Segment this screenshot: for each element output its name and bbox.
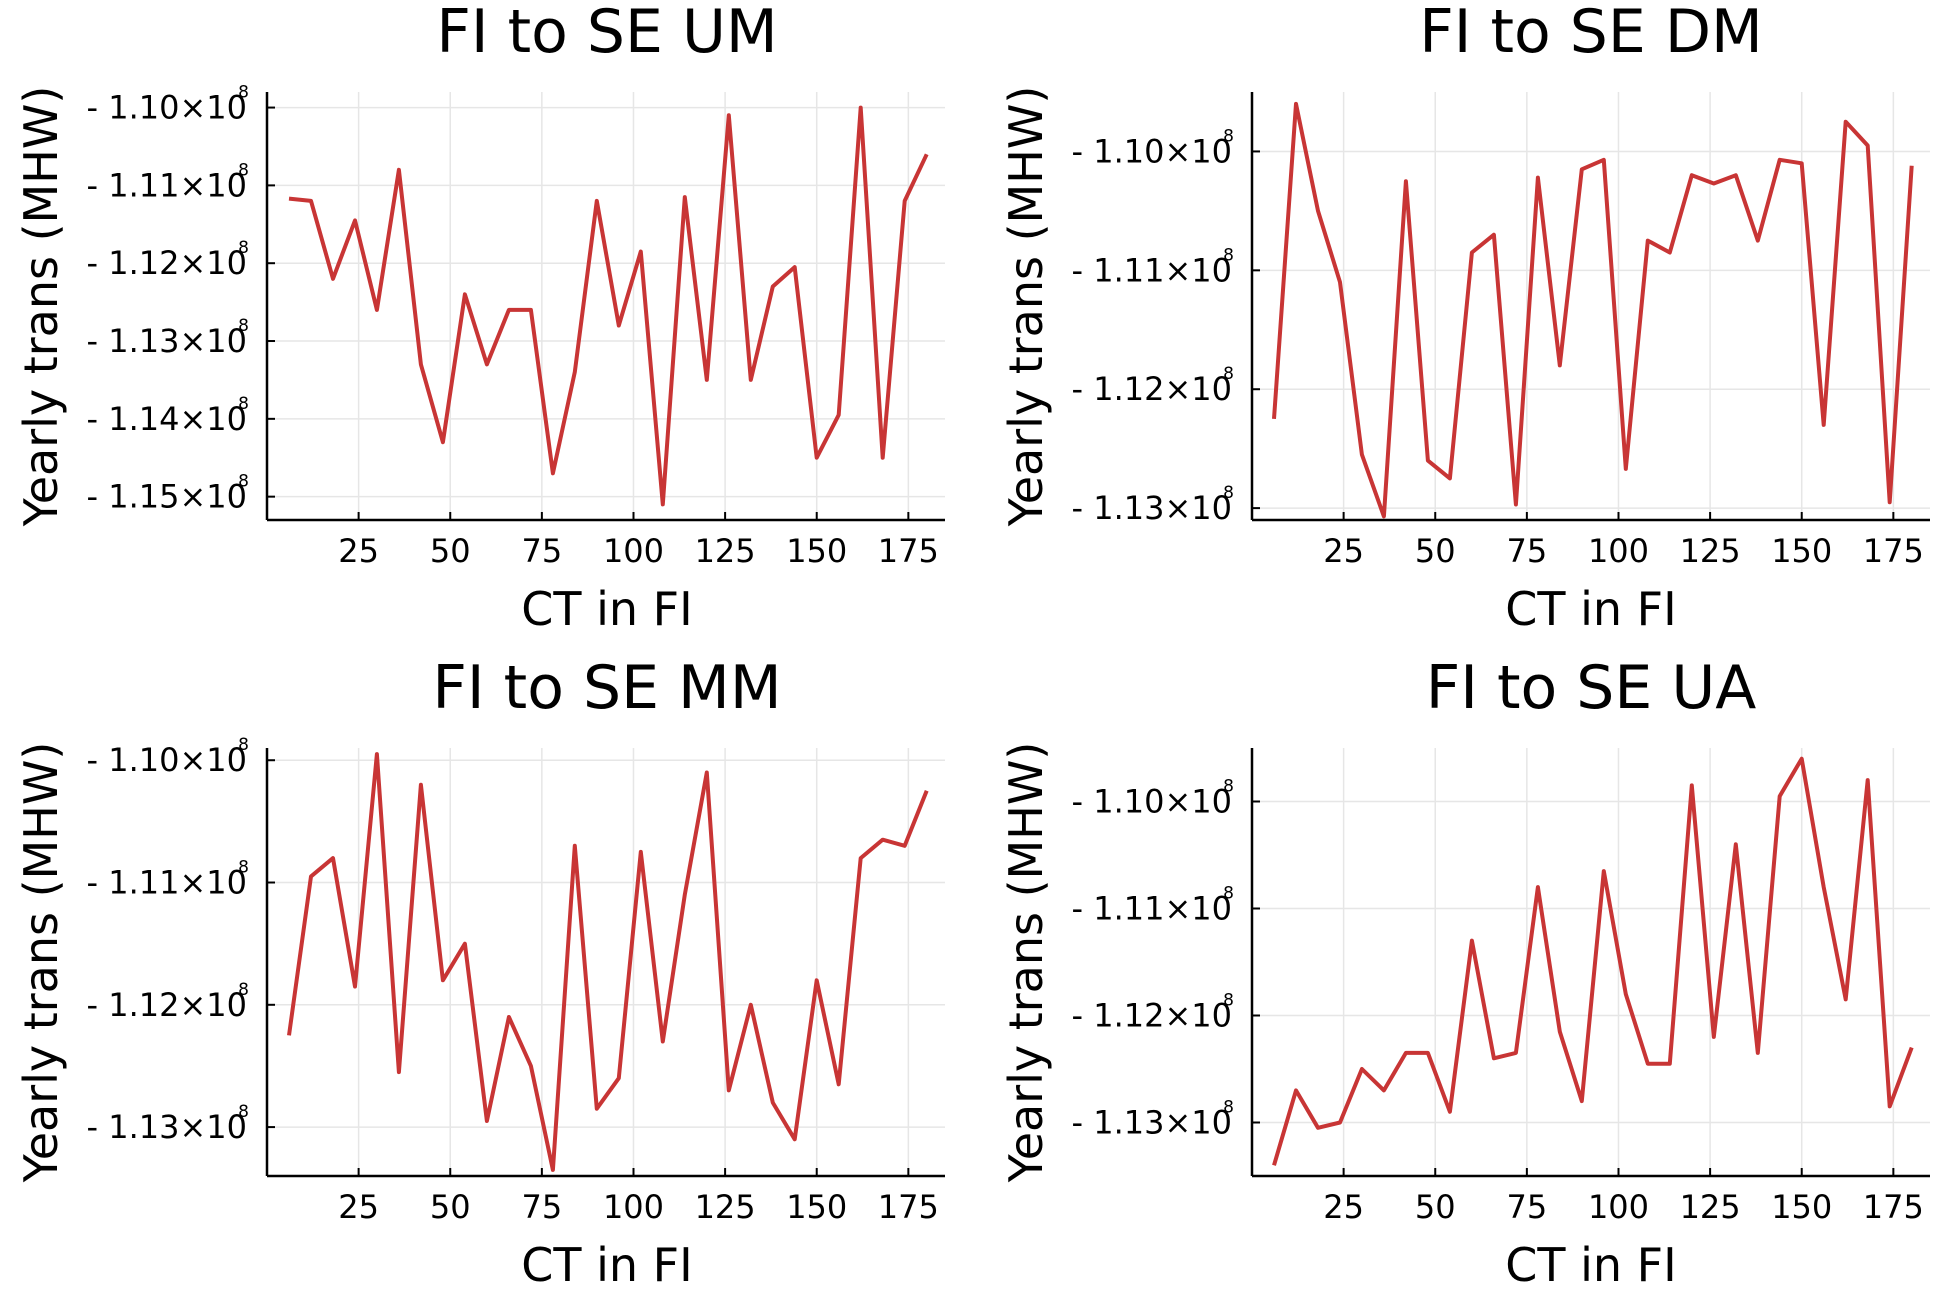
- series-line: [1272, 101, 1914, 519]
- y-tick-label: - 1.15×10: [87, 478, 248, 516]
- y-axis-label: Yearly trans (MHW): [14, 742, 68, 1184]
- y-tick-exponent: 8: [238, 1102, 249, 1122]
- y-axis-label: Yearly trans (MHW): [999, 86, 1053, 528]
- x-tick-label: 175: [878, 532, 939, 570]
- x-tick-label: 50: [430, 532, 471, 570]
- y-tick-label: - 1.10×10: [1072, 783, 1233, 821]
- x-tick-label: 75: [1507, 532, 1548, 570]
- y-tick-label: - 1.11×10: [87, 864, 248, 902]
- x-tick-label: 125: [1680, 532, 1741, 570]
- x-tick-label: 100: [1588, 532, 1649, 570]
- panel-title: FI to SE UA: [1426, 653, 1757, 723]
- panel-fi-to-se-ua: FI to SE UA CT in FI Yearly trans (MHW) …: [999, 653, 1930, 1292]
- x-tick-label: 125: [695, 1188, 756, 1226]
- x-tick-label: 75: [1507, 1188, 1548, 1226]
- x-tick-label: 175: [1863, 532, 1924, 570]
- panel-fi-to-se-mm: FI to SE MM CT in FI Yearly trans (MHW) …: [14, 653, 945, 1292]
- x-axis-label: CT in FI: [1505, 1238, 1676, 1292]
- y-tick-exponent: 8: [238, 83, 249, 103]
- x-tick-label: 125: [695, 532, 756, 570]
- y-tick-exponent: 8: [1223, 991, 1234, 1011]
- y-tick-label: - 1.13×10: [1072, 1104, 1233, 1142]
- y-tick-exponent: 8: [238, 735, 249, 755]
- y-axis-label: Yearly trans (MHW): [999, 742, 1053, 1184]
- x-tick-label: 25: [338, 1188, 379, 1226]
- panel-title: FI to SE UM: [436, 0, 777, 67]
- y-tick-exponent: 8: [238, 394, 249, 414]
- y-tick-label: - 1.11×10: [1072, 890, 1233, 928]
- y-tick-label: - 1.13×10: [87, 322, 248, 360]
- y-tick-exponent: 8: [1223, 245, 1234, 265]
- x-tick-label: 50: [1415, 1188, 1456, 1226]
- y-tick-exponent: 8: [1223, 364, 1234, 384]
- x-tick-label: 150: [786, 1188, 847, 1226]
- y-axis-label: Yearly trans (MHW): [14, 86, 68, 528]
- y-tick-exponent: 8: [238, 160, 249, 180]
- y-tick-label: - 1.14×10: [87, 400, 248, 438]
- y-tick-exponent: 8: [1223, 1098, 1234, 1118]
- x-tick-label: 150: [1771, 1188, 1832, 1226]
- y-tick-label: - 1.13×10: [87, 1108, 248, 1146]
- series-line: [287, 752, 929, 1172]
- x-axis-label: CT in FI: [1505, 582, 1676, 636]
- y-tick-exponent: 8: [238, 472, 249, 492]
- panel-title: FI to SE DM: [1419, 0, 1763, 67]
- y-tick-exponent: 8: [238, 980, 249, 1000]
- y-tick-label: - 1.11×10: [1072, 251, 1233, 289]
- y-tick-label: - 1.12×10: [1072, 370, 1233, 408]
- y-tick-exponent: 8: [1223, 126, 1234, 146]
- x-axis-label: CT in FI: [521, 582, 692, 636]
- x-tick-label: 25: [1323, 1188, 1364, 1226]
- x-tick-label: 50: [1415, 532, 1456, 570]
- panel-fi-to-se-dm: FI to SE DM CT in FI Yearly trans (MHW) …: [999, 0, 1930, 636]
- y-tick-label: - 1.12×10: [87, 986, 248, 1024]
- y-tick-exponent: 8: [238, 316, 249, 336]
- y-tick-label: - 1.12×10: [87, 244, 248, 282]
- series-line: [288, 105, 929, 507]
- x-tick-label: 150: [1771, 532, 1832, 570]
- x-tick-label: 75: [522, 1188, 563, 1226]
- x-axis-label: CT in FI: [521, 1238, 692, 1292]
- x-tick-label: 100: [603, 532, 664, 570]
- x-tick-label: 125: [1680, 1188, 1741, 1226]
- y-tick-label: - 1.10×10: [87, 89, 248, 127]
- y-tick-label: - 1.10×10: [87, 741, 248, 779]
- y-tick-exponent: 8: [1223, 777, 1234, 797]
- x-tick-label: 100: [1588, 1188, 1649, 1226]
- y-tick-exponent: 8: [1223, 483, 1234, 503]
- x-tick-label: 25: [338, 532, 379, 570]
- y-tick-exponent: 8: [238, 858, 249, 878]
- y-tick-label: - 1.12×10: [1072, 997, 1233, 1035]
- y-tick-label: - 1.13×10: [1072, 489, 1233, 527]
- y-tick-label: - 1.10×10: [1072, 132, 1233, 170]
- y-tick-exponent: 8: [1223, 884, 1234, 904]
- x-tick-label: 175: [1863, 1188, 1924, 1226]
- x-tick-label: 50: [430, 1188, 471, 1226]
- x-tick-label: 150: [786, 532, 847, 570]
- x-tick-label: 100: [603, 1188, 664, 1226]
- y-tick-label: - 1.11×10: [87, 166, 248, 204]
- x-tick-label: 175: [878, 1188, 939, 1226]
- x-tick-label: 75: [522, 532, 563, 570]
- x-tick-label: 25: [1323, 532, 1364, 570]
- series-line: [1272, 756, 1914, 1166]
- panel-fi-to-se-um: FI to SE UM CT in FI Yearly trans (MHW) …: [14, 0, 945, 636]
- panel-title: FI to SE MM: [432, 653, 781, 723]
- y-tick-exponent: 8: [238, 238, 249, 258]
